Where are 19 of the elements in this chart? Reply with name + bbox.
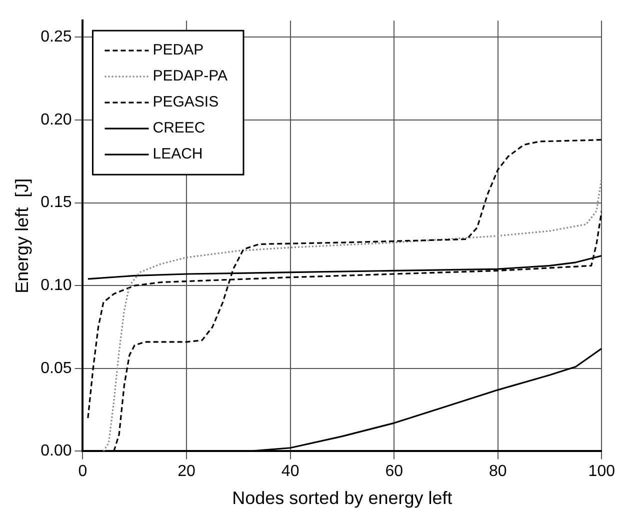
y-tick-label: 0.20 (40, 111, 72, 128)
legend-label: PEDAP-PA (152, 68, 228, 85)
x-tick-label: 0 (78, 463, 88, 480)
x-tick-label: 40 (281, 463, 300, 480)
y-axis-title: Energy left [J] (12, 178, 32, 294)
legend-label: PEGASIS (152, 94, 219, 111)
y-tick-label: 0.10 (40, 276, 72, 294)
legend-label: CREEC (152, 120, 206, 137)
x-tick-label: 20 (178, 463, 196, 480)
y-tick-label: 0.00 (40, 442, 72, 460)
legend-label: PEDAP (152, 42, 204, 59)
y-tick-label: 0.05 (40, 360, 72, 377)
x-tick-label: 60 (385, 463, 404, 480)
y-tick-label: 0.25 (40, 28, 72, 46)
x-axis-title: Nodes sorted by energy left (232, 488, 452, 508)
x-tick-label: 80 (488, 463, 507, 480)
legend-label: LEACH (152, 146, 203, 163)
x-tick-label: 100 (588, 463, 616, 480)
y-tick-label: 0.15 (40, 194, 72, 212)
